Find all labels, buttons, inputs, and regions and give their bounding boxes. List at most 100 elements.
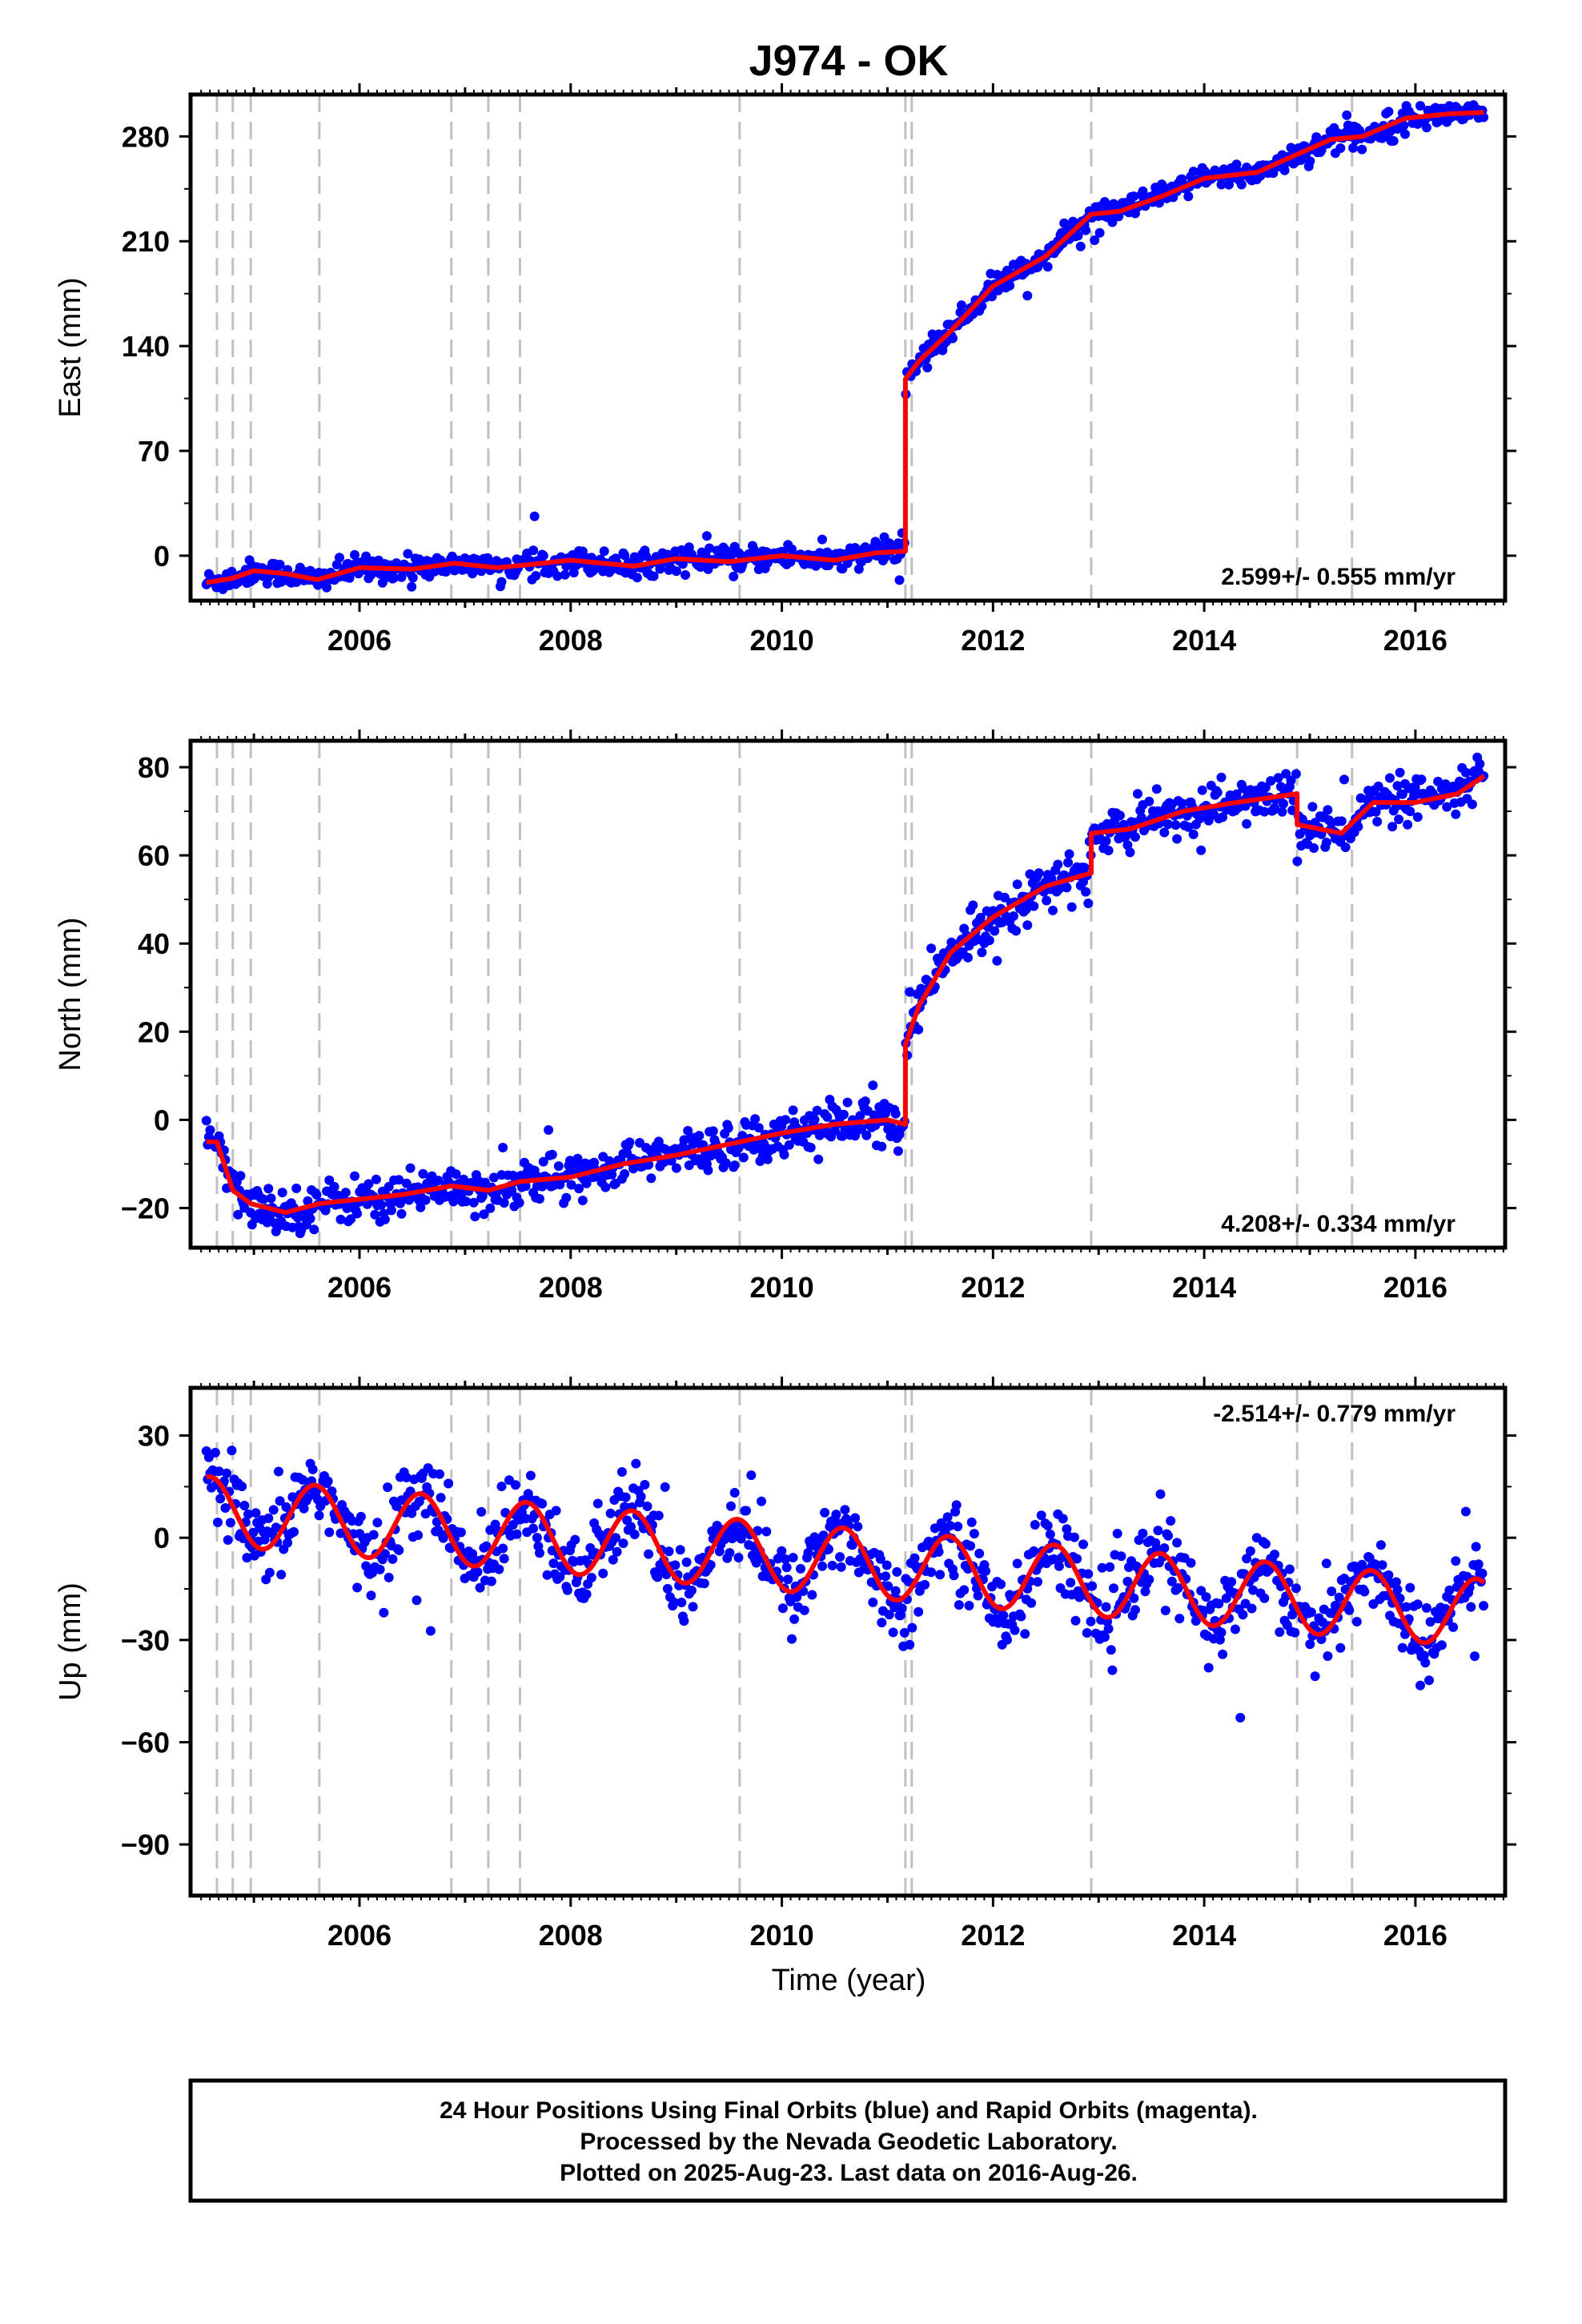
up-data-point-57 <box>274 1466 283 1477</box>
up-data-point-753 <box>1155 1489 1166 1499</box>
north-data-point-288 <box>566 1180 576 1190</box>
up-data-point-210 <box>468 1549 478 1559</box>
east-data-point-589 <box>948 333 958 344</box>
up-data-point-173 <box>420 1509 431 1519</box>
north-data-point-624 <box>992 955 1002 966</box>
up-data-point-313 <box>598 1568 608 1578</box>
up-data-point-488 <box>820 1507 830 1518</box>
north-data-point-398 <box>705 1151 716 1161</box>
north-data-point-97 <box>324 1175 335 1185</box>
north-data-point-480 <box>809 1115 820 1125</box>
up-data-point-374 <box>675 1545 685 1555</box>
up-data-point-831 <box>1255 1567 1264 1577</box>
up-data-point-902 <box>1344 1605 1355 1615</box>
north-data-point-657 <box>1034 868 1044 879</box>
up-data-point-187 <box>438 1533 448 1543</box>
north-data-point-546 <box>893 1146 903 1156</box>
up-data-point-666 <box>1045 1529 1055 1539</box>
north-data-point-786 <box>1197 785 1207 795</box>
up-data-point-587 <box>945 1521 955 1531</box>
north-data-point-874 <box>1309 843 1319 853</box>
up-data-point-143 <box>383 1482 393 1493</box>
east-data-point-314 <box>599 546 609 557</box>
east-panel: 2006 2008 2010 2012 2014 2016 0 70 140 210 280 East… <box>54 83 1516 657</box>
north-data-point-683 <box>1066 902 1077 912</box>
north-data-point-410 <box>721 1158 731 1168</box>
up-data-point-356 <box>652 1572 663 1582</box>
up-data-point-15 <box>220 1503 231 1513</box>
up-data-point-538 <box>883 1581 893 1591</box>
up-data-point-245 <box>512 1529 522 1539</box>
up-data-point-894 <box>1334 1592 1344 1602</box>
north-xtick-label-2012: 2012 <box>961 1271 1025 1304</box>
up-data-point-141 <box>379 1549 390 1559</box>
north-data-point-775 <box>1183 822 1194 832</box>
up-data-point-733 <box>1130 1605 1140 1615</box>
north-data-point-266 <box>538 1156 548 1167</box>
north-data-point-663 <box>1042 895 1052 906</box>
up-data-point-610 <box>974 1548 985 1558</box>
up-data-point-714 <box>1106 1645 1116 1655</box>
up-data-point-603 <box>966 1541 976 1551</box>
north-data-point-82 <box>305 1213 315 1224</box>
north-data-point-463 <box>788 1105 798 1116</box>
north-data-point-986 <box>1451 809 1461 819</box>
up-data-point-659 <box>1036 1510 1046 1521</box>
north-ytick-label-5: 80 <box>138 751 170 784</box>
north-data-point-263 <box>535 1194 544 1204</box>
up-data-point-698 <box>1086 1616 1096 1626</box>
north-data-point-979 <box>1442 802 1452 812</box>
up-data-point-132 <box>368 1530 379 1540</box>
up-data-point-802 <box>1218 1649 1228 1659</box>
east-data-point-103 <box>331 560 342 570</box>
up-data-point-417 <box>729 1488 740 1498</box>
up-data-point-895 <box>1335 1642 1346 1653</box>
up-data-point-950 <box>1405 1582 1415 1593</box>
north-data-point-710 <box>1101 836 1111 846</box>
east-data-point-58 <box>275 560 285 569</box>
up-data-point-158 <box>401 1473 412 1482</box>
north-data-point-798 <box>1212 787 1223 798</box>
north-data-point-849 <box>1277 806 1287 817</box>
east-data-point-900 <box>1342 110 1352 120</box>
up-data-point-84 <box>307 1464 318 1474</box>
north-data-point-424 <box>738 1152 749 1163</box>
up-data-point-135 <box>372 1518 383 1528</box>
up-data-point-761 <box>1166 1516 1176 1526</box>
east-data-point-515 <box>853 564 864 574</box>
north-panel: 2006 2008 2010 2012 2014 2016 −20 0 20 40 60 80 Nort… <box>54 730 1516 1304</box>
up-data-point-191 <box>444 1478 454 1489</box>
up-data-point-555 <box>905 1639 915 1650</box>
up-data-point-947 <box>1401 1602 1411 1612</box>
up-data-point-722 <box>1116 1551 1126 1562</box>
north-data-point-3 <box>205 1125 215 1136</box>
north-data-point-779 <box>1188 829 1199 839</box>
north-data-point-273 <box>547 1149 557 1160</box>
up-data-point-462 <box>787 1634 797 1644</box>
up-data-point-97 <box>324 1527 335 1538</box>
up-data-point-880 <box>1316 1634 1327 1644</box>
north-data-point-942 <box>1395 767 1405 778</box>
up-ytick-label-3: 0 <box>154 1522 170 1554</box>
footer-frame <box>188 2078 1508 2203</box>
east-data-point-694 <box>1081 225 1091 235</box>
up-data-point-579 <box>935 1570 946 1580</box>
up-data-point-965 <box>1424 1675 1434 1686</box>
up-data-point-228 <box>490 1519 500 1530</box>
up-data-point-348 <box>642 1502 652 1511</box>
up-data-point-615 <box>981 1566 991 1576</box>
up-data-point-161 <box>405 1486 416 1497</box>
north-data-point-171 <box>418 1168 428 1179</box>
up-data-point-914 <box>1359 1586 1370 1597</box>
east-xtick-label-2008: 2008 <box>539 624 603 657</box>
north-data-point-693 <box>1079 862 1090 873</box>
east-data-point-258 <box>528 545 539 556</box>
east-data-point-958 <box>1415 101 1425 111</box>
north-data-point-612 <box>977 947 987 958</box>
east-data-point-963 <box>1421 123 1431 133</box>
east-ytick-label-2: 140 <box>122 330 170 363</box>
up-data-point-855 <box>1284 1564 1295 1574</box>
up-data-point-800 <box>1215 1634 1225 1645</box>
up-data-point-682 <box>1066 1578 1076 1588</box>
north-data-point-211 <box>468 1197 479 1208</box>
